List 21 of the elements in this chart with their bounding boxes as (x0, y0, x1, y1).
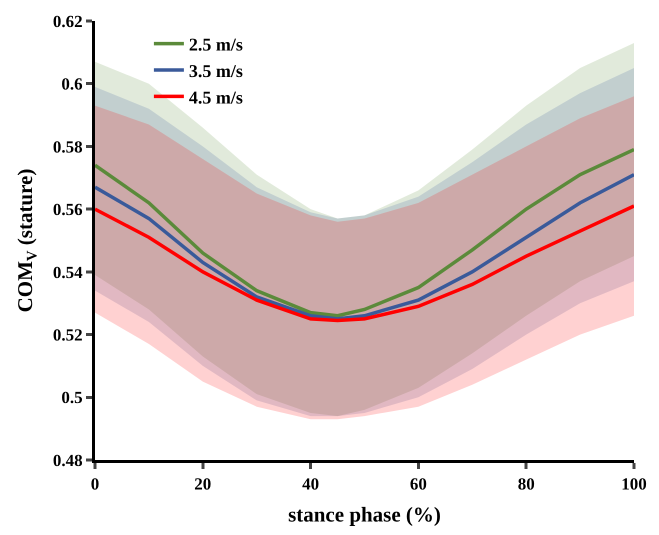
y-tick-label: 0.54 (52, 262, 84, 282)
x-tick-label: 0 (90, 474, 100, 494)
x-tick-label: 100 (621, 474, 647, 494)
y-tick-label: 0.52 (52, 326, 83, 345)
y-tick-label: 0.56 (52, 200, 83, 220)
x-tick-label: 60 (410, 474, 427, 494)
y-tick-label: 0.48 (52, 450, 83, 470)
legend-label: 4.5 m/s (188, 87, 243, 108)
x-tick-label: 40 (302, 474, 320, 494)
y-tick-label: 0.5 (61, 388, 83, 408)
legend-label: 2.5 m/s (188, 34, 243, 55)
x-axis-title: stance phase (%) (288, 502, 441, 527)
x-tick-label: 80 (518, 474, 535, 494)
y-tick-label: 0.6 (61, 74, 83, 94)
x-tick-label: 20 (194, 474, 212, 494)
line-series (95, 204, 634, 322)
line-series (95, 172, 634, 321)
y-tick-label: 0.62 (52, 12, 83, 31)
legend-label: 3.5 m/s (188, 61, 243, 82)
y-tick-label: 0.58 (52, 137, 83, 156)
line-series (95, 148, 634, 318)
